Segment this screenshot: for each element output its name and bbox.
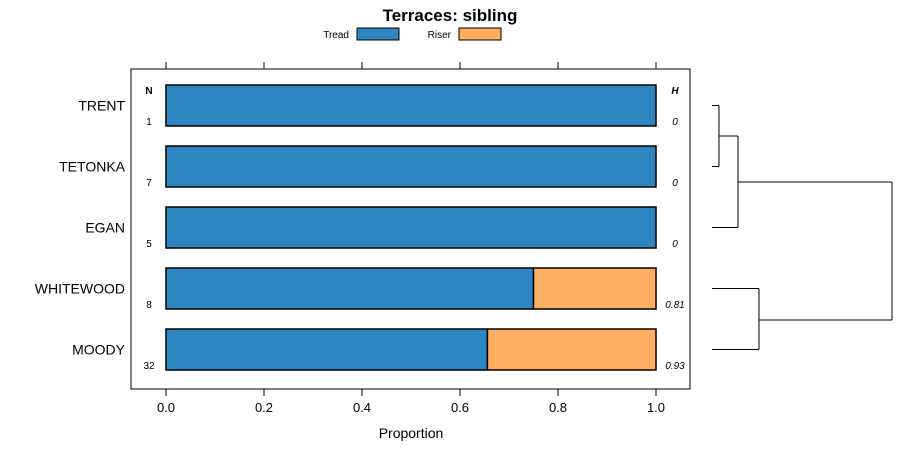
dendrogram xyxy=(712,105,893,350)
category-label-moody: MOODY xyxy=(72,342,126,358)
n-value-trent: 1 xyxy=(146,117,152,128)
h-value-trent: 0 xyxy=(672,117,678,128)
bar-tread-moody xyxy=(165,328,489,371)
h-column-header: H xyxy=(671,86,679,97)
x-tick-label: 0.0 xyxy=(157,400,175,415)
bar-tread-egan xyxy=(165,206,657,249)
n-column-header: N xyxy=(145,86,152,97)
bar-tread-tetonka xyxy=(165,145,657,188)
legend-label-riser: Riser xyxy=(428,30,452,41)
x-axis-title: Proportion xyxy=(379,425,444,441)
n-value-egan: 5 xyxy=(146,239,152,250)
h-value-egan: 0 xyxy=(672,239,678,250)
h-value-whitewood: 0.81 xyxy=(665,300,684,311)
bar-tread-trent xyxy=(165,84,657,127)
category-label-tetonka: TETONKA xyxy=(59,159,126,175)
h-value-moody: 0.93 xyxy=(665,361,685,372)
n-value-tetonka: 7 xyxy=(146,178,152,189)
bar-tread-whitewood xyxy=(165,267,535,310)
bar-rows: TRENT 1 0 TETONKA 7 0 EGAN 5 0 WHITEWOOD 8 0.81 MOOD… xyxy=(35,84,685,372)
n-value-whitewood: 8 xyxy=(146,300,152,311)
legend-swatch-riser xyxy=(458,27,502,41)
category-label-egan: EGAN xyxy=(85,220,125,236)
legend: Tread Riser xyxy=(323,27,502,41)
x-tick-label: 0.2 xyxy=(255,400,273,415)
x-axis: 0.0 0.2 0.4 0.6 0.8 1.0 xyxy=(157,389,665,415)
n-value-moody: 32 xyxy=(143,361,155,372)
bar-riser-moody xyxy=(486,328,657,371)
top-axis-ticks xyxy=(165,62,657,69)
plot-frame xyxy=(130,68,691,390)
legend-swatch-tread xyxy=(356,27,400,41)
h-value-tetonka: 0 xyxy=(672,178,678,189)
category-label-trent: TRENT xyxy=(78,98,125,114)
bar-riser-whitewood xyxy=(532,267,657,310)
chart-title: Terraces: sibling xyxy=(383,6,518,25)
category-label-whitewood: WHITEWOOD xyxy=(35,281,125,297)
x-tick-label: 0.4 xyxy=(353,400,371,415)
x-tick-label: 0.6 xyxy=(451,400,469,415)
legend-label-tread: Tread xyxy=(323,30,349,41)
x-tick-label: 1.0 xyxy=(647,400,665,415)
x-tick-label: 0.8 xyxy=(549,400,567,415)
